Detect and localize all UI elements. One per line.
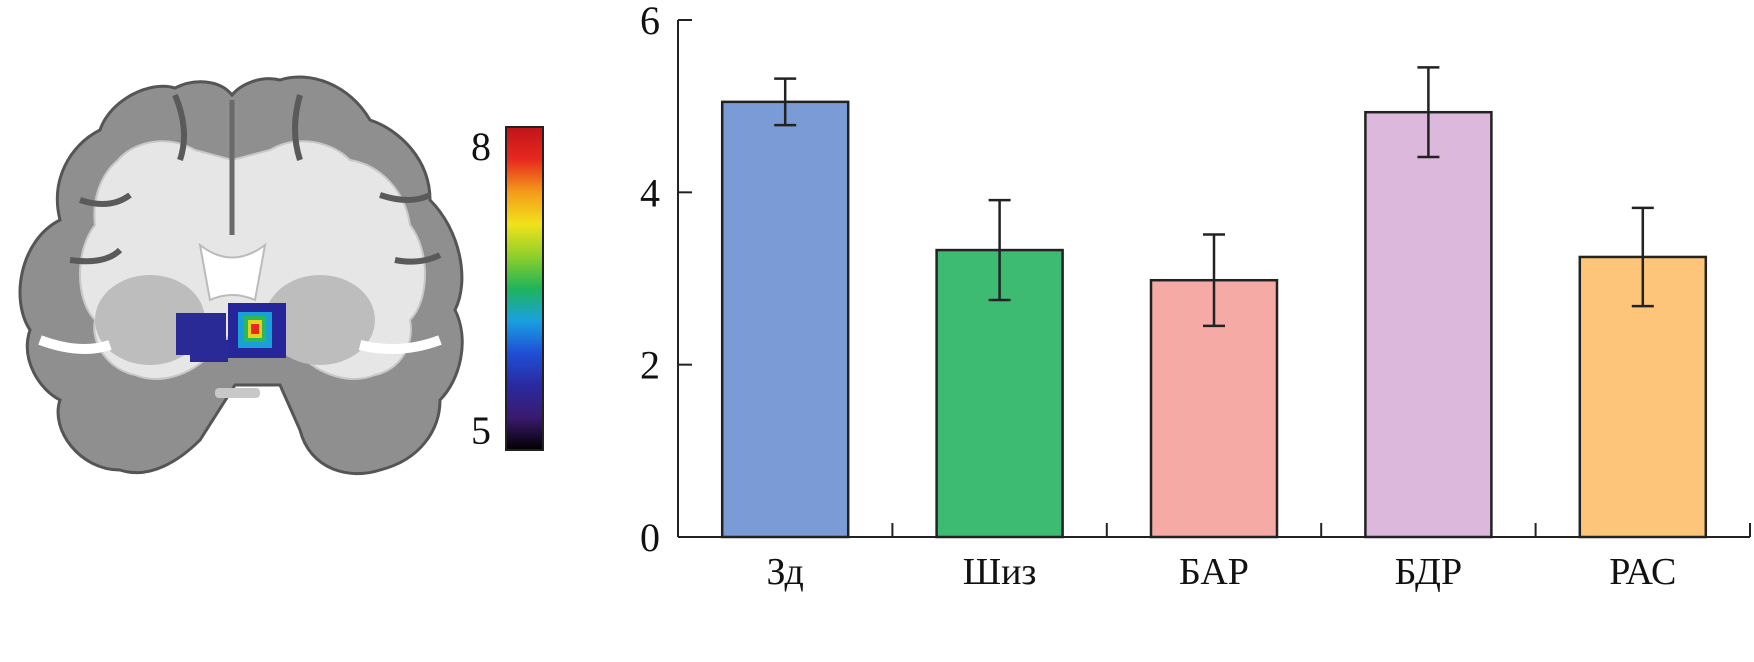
y-axis: 0 2 4 6 [640,0,692,560]
colorbar-max-label: 8 [471,124,491,169]
bars [720,100,1708,539]
bar-1 [720,100,850,539]
y-tick-label: 4 [640,170,660,215]
colorbar: 8 5 [471,124,544,453]
x-category-label: БДР [1395,551,1462,593]
brain-mri-image [18,75,464,476]
x-category-label: РАС [1609,551,1676,593]
brain-cortex [18,75,464,476]
x-category-label: БАР [1179,551,1249,593]
colorbar-gradient [505,126,544,451]
y-tick-label: 6 [640,0,660,43]
y-tick-label: 2 [640,343,660,388]
error-bars [774,66,1654,328]
activation-cluster [176,303,286,362]
x-category-label: Шиз [963,551,1037,593]
y-tick-label: 0 [640,515,660,560]
x-axis: Зд Шиз БАР БДР РАС [678,523,1751,593]
colorbar-min-label: 5 [471,408,491,453]
x-category-label: Зд [766,551,803,593]
bar-4 [1364,110,1493,539]
